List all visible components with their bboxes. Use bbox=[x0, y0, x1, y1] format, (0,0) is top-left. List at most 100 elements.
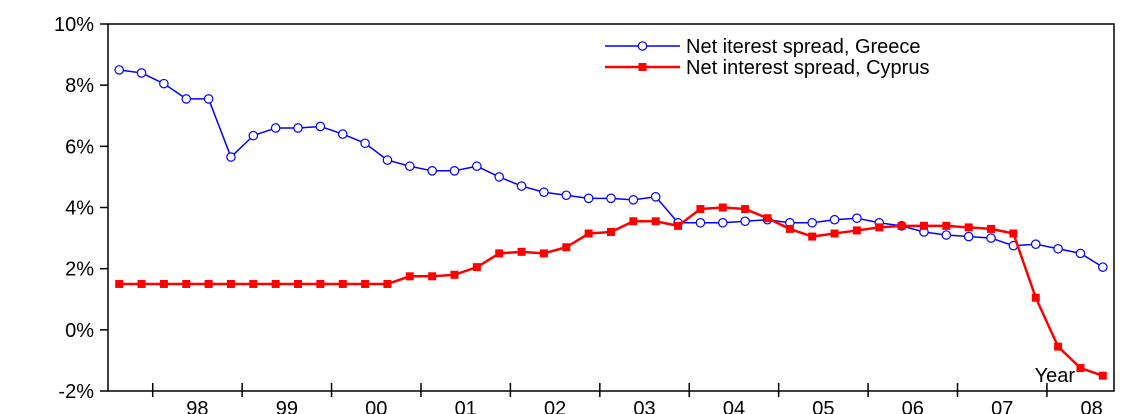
data-point-cyprus bbox=[115, 279, 124, 288]
data-point-greece bbox=[740, 216, 750, 227]
legend-marker-cyprus bbox=[638, 63, 647, 71]
data-point-cyprus bbox=[852, 226, 861, 235]
data-point-cyprus bbox=[271, 279, 280, 288]
data-point-greece bbox=[404, 161, 415, 172]
data-point-greece bbox=[583, 193, 594, 204]
data-point-greece bbox=[650, 191, 661, 202]
x-tick-label: 05 bbox=[812, 398, 834, 414]
data-point-cyprus bbox=[495, 249, 504, 258]
data-point-cyprus bbox=[226, 279, 235, 288]
x-tick-label: 03 bbox=[633, 398, 655, 414]
data-point-cyprus bbox=[428, 272, 437, 281]
data-point-greece bbox=[181, 94, 192, 104]
y-tick-label: 2% bbox=[65, 259, 94, 281]
data-point-greece bbox=[136, 68, 147, 78]
data-point-cyprus bbox=[137, 279, 146, 288]
data-point-cyprus bbox=[562, 243, 571, 252]
data-point-cyprus bbox=[830, 229, 839, 238]
data-point-cyprus bbox=[249, 279, 258, 288]
data-point-cyprus bbox=[159, 279, 168, 288]
x-tick-label: 99 bbox=[276, 398, 298, 414]
data-point-cyprus bbox=[316, 279, 325, 288]
data-point-cyprus bbox=[1098, 371, 1107, 380]
data-point-greece bbox=[293, 123, 303, 133]
data-point-greece bbox=[494, 172, 505, 182]
data-point-greece bbox=[449, 166, 460, 176]
x-tick-label: 01 bbox=[455, 398, 477, 414]
data-point-greece bbox=[539, 187, 549, 198]
data-point-cyprus bbox=[674, 221, 683, 230]
data-point-cyprus bbox=[1031, 293, 1040, 302]
data-point-greece bbox=[717, 217, 728, 228]
data-point-greece bbox=[941, 230, 952, 240]
data-point-greece bbox=[203, 94, 214, 104]
data-point-cyprus bbox=[517, 247, 526, 256]
legend-label: Net iterest spread, Greece bbox=[686, 36, 921, 58]
data-point-cyprus bbox=[808, 232, 817, 241]
data-point-cyprus bbox=[361, 279, 370, 288]
data-point-cyprus bbox=[182, 279, 191, 288]
data-point-greece bbox=[360, 138, 370, 149]
data-point-cyprus bbox=[1009, 229, 1018, 238]
data-point-cyprus bbox=[763, 214, 772, 223]
data-point-greece bbox=[986, 233, 996, 243]
plot-frame bbox=[107, 23, 1115, 392]
x-axis: 98 99 00 01 02 03 04 05 06 07 08 bbox=[151, 383, 1103, 414]
data-point-greece bbox=[159, 78, 169, 89]
y-axis: -2% 0% 2% 4% 6% 8% 10% bbox=[54, 14, 108, 403]
data-point-greece bbox=[382, 155, 393, 165]
series-line-greece bbox=[119, 69, 1104, 268]
data-point-greece bbox=[963, 231, 974, 242]
data-point-greece bbox=[1075, 248, 1086, 259]
x-tick-label: 04 bbox=[723, 398, 745, 414]
legend-marker-greece bbox=[637, 41, 648, 51]
x-tick-label: 06 bbox=[902, 398, 924, 414]
data-point-cyprus bbox=[1054, 342, 1063, 351]
y-tick-label: 6% bbox=[65, 136, 94, 158]
data-point-cyprus bbox=[450, 270, 459, 279]
data-point-cyprus bbox=[651, 217, 660, 226]
data-point-cyprus bbox=[405, 272, 414, 281]
data-point-cyprus bbox=[472, 263, 481, 272]
data-point-cyprus bbox=[875, 223, 884, 232]
legend-label: Net interest spread, Cyprus bbox=[686, 57, 929, 79]
data-point-cyprus bbox=[204, 279, 213, 288]
data-point-greece bbox=[516, 181, 527, 191]
data-point-cyprus bbox=[741, 205, 750, 214]
data-point-cyprus bbox=[294, 279, 303, 288]
y-tick-label: 4% bbox=[65, 198, 94, 220]
x-tick-label: 00 bbox=[365, 398, 387, 414]
data-point-greece bbox=[226, 152, 236, 162]
data-point-cyprus bbox=[987, 224, 996, 233]
data-point-cyprus bbox=[785, 224, 794, 233]
data-point-cyprus bbox=[964, 223, 973, 232]
data-point-greece bbox=[337, 129, 348, 139]
y-tick-label: 8% bbox=[65, 75, 94, 97]
data-point-greece bbox=[807, 217, 817, 228]
series-layer bbox=[114, 65, 1108, 380]
y-tick-label: 10% bbox=[54, 14, 94, 36]
x-tick-label: 98 bbox=[186, 398, 208, 414]
data-point-cyprus bbox=[897, 221, 906, 230]
y-tick-label: -2% bbox=[58, 381, 94, 403]
data-point-greece bbox=[472, 161, 482, 172]
data-point-greece bbox=[829, 214, 840, 225]
data-point-cyprus bbox=[607, 227, 615, 236]
data-point-cyprus bbox=[383, 279, 392, 288]
data-point-cyprus bbox=[1076, 364, 1085, 373]
data-point-greece bbox=[561, 190, 572, 201]
data-point-cyprus bbox=[338, 279, 347, 288]
data-point-greece bbox=[606, 193, 616, 204]
data-point-greece bbox=[1098, 262, 1108, 272]
data-point-greece bbox=[852, 213, 862, 224]
data-point-greece bbox=[248, 130, 259, 141]
data-point-cyprus bbox=[584, 229, 593, 238]
data-point-cyprus bbox=[919, 221, 928, 230]
data-point-greece bbox=[695, 217, 706, 228]
data-point-greece bbox=[1053, 243, 1063, 254]
data-point-cyprus bbox=[539, 249, 548, 258]
data-point-cyprus bbox=[696, 205, 705, 214]
data-point-greece bbox=[114, 65, 124, 75]
